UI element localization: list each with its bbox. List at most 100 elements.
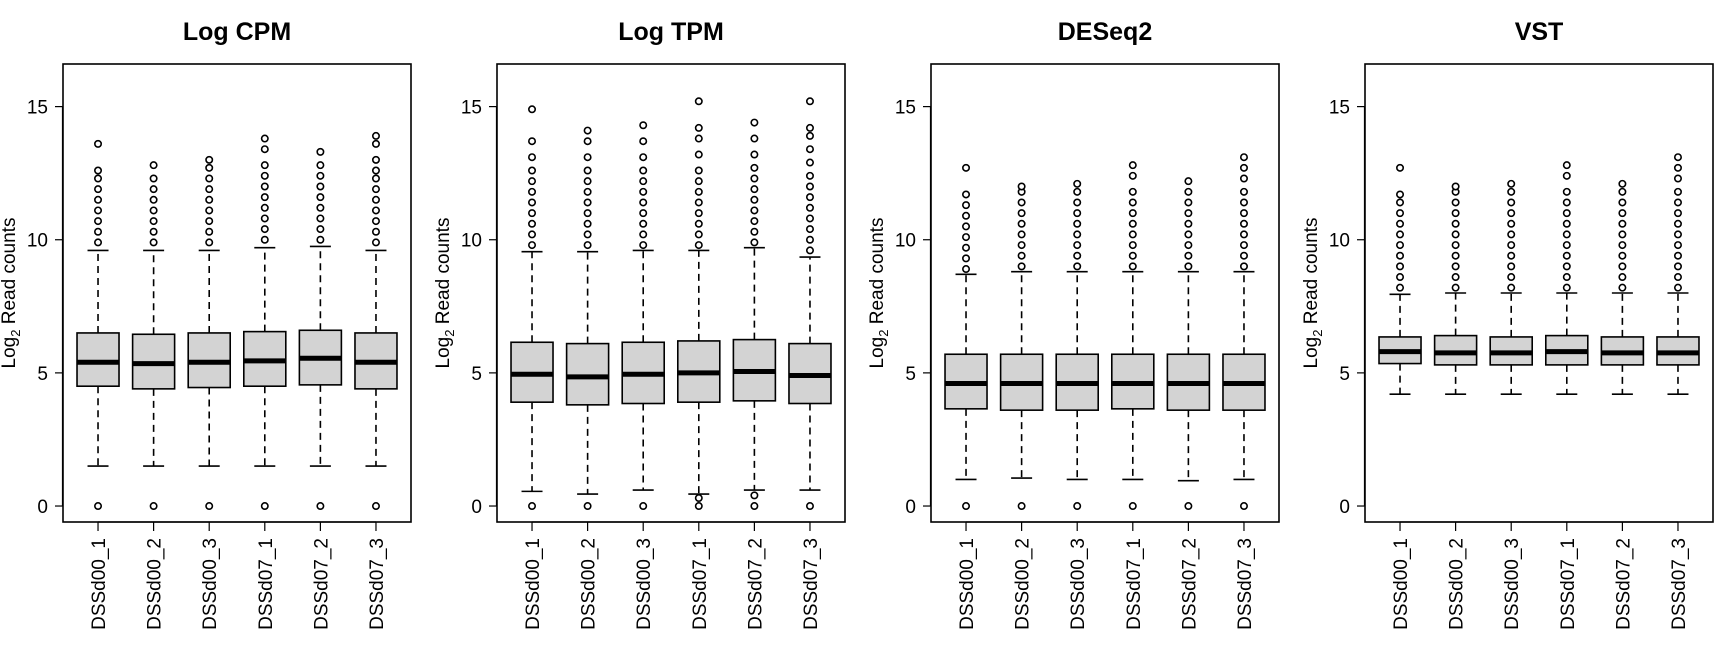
outlier-point <box>694 150 703 159</box>
x-tick-label: DSSd00_2 <box>145 538 166 630</box>
outlier-point <box>1562 187 1571 196</box>
outlier-point <box>1184 251 1193 260</box>
outlier-point <box>1184 198 1193 207</box>
outlier-point <box>750 491 759 500</box>
outlier-point <box>94 502 103 511</box>
x-tick-label: DSSd00_2 <box>1013 538 1034 630</box>
y-tick-label: 0 <box>471 497 482 518</box>
outlier-point <box>639 502 648 511</box>
outlier-point <box>962 265 971 274</box>
outlier-point <box>1618 283 1627 292</box>
outlier-point <box>1673 219 1682 228</box>
outlier-point <box>316 147 325 156</box>
outlier-point <box>1239 187 1248 196</box>
outlier-point <box>1618 241 1627 250</box>
outlier-point <box>1507 241 1516 250</box>
outlier-point <box>528 219 537 228</box>
outlier-point <box>805 182 814 191</box>
iqr-box <box>1433 334 1478 366</box>
outlier-point <box>694 123 703 132</box>
outlier-point <box>1017 262 1026 271</box>
outlier-point <box>583 198 592 207</box>
outlier-point <box>1073 262 1082 271</box>
outlier-point <box>316 171 325 180</box>
outlier-point <box>149 195 158 204</box>
outlier-point <box>1128 251 1137 260</box>
x-tick-label: DSSd00_3 <box>200 538 221 630</box>
outlier-point <box>1073 209 1082 218</box>
outlier-point <box>1562 209 1571 218</box>
outlier-point <box>1562 283 1571 292</box>
outlier-point <box>750 217 759 226</box>
outlier-point <box>694 502 703 511</box>
outlier-point <box>371 174 380 183</box>
outlier-point <box>639 230 648 239</box>
outlier-point <box>1507 187 1516 196</box>
outlier-point <box>1507 230 1516 239</box>
outlier-point <box>962 222 971 231</box>
outlier-point <box>149 206 158 215</box>
outlier-point <box>1184 502 1193 511</box>
plot-frame <box>1364 63 1714 523</box>
y-axis-label: Log2 Read counts <box>1301 218 1325 369</box>
outlier-point <box>694 198 703 207</box>
outlier-point <box>260 193 269 202</box>
box-DSSd00_2 <box>131 161 176 511</box>
outlier-point <box>260 502 269 511</box>
outlier-point <box>694 241 703 250</box>
box-DSSd07_3 <box>354 131 398 511</box>
outlier-point <box>371 206 380 215</box>
outlier-point <box>694 219 703 228</box>
outlier-point <box>316 182 325 191</box>
outlier-point <box>1239 219 1248 228</box>
box-DSSd07_1 <box>676 97 721 511</box>
y-axis-label: Log2 Read counts <box>0 218 23 369</box>
y-tick-label: 0 <box>905 497 916 518</box>
outlier-point <box>1396 283 1405 292</box>
x-tick-label: DSSd07_2 <box>1179 538 1200 630</box>
outlier-point <box>316 225 325 234</box>
box-DSSd00_3 <box>1055 179 1100 511</box>
outlier-point <box>750 134 759 143</box>
outlier-point <box>149 227 158 236</box>
outlier-point <box>639 219 648 228</box>
outlier-point <box>1507 219 1516 228</box>
outlier-point <box>371 217 380 226</box>
outlier-point <box>316 203 325 212</box>
x-tick-label: DSSd00_1 <box>957 538 978 630</box>
x-tick-label: DSSd00_3 <box>634 538 655 630</box>
outlier-point <box>694 209 703 218</box>
outlier-point <box>962 233 971 242</box>
outlier-point <box>805 502 814 511</box>
outlier-point <box>260 145 269 154</box>
outlier-point <box>1239 230 1248 239</box>
outlier-point <box>1673 241 1682 250</box>
outlier-point <box>528 241 537 250</box>
outlier-point <box>1073 502 1082 511</box>
outlier-point <box>1673 187 1682 196</box>
outlier-point <box>1396 190 1405 199</box>
outlier-point <box>1239 153 1248 162</box>
outlier-point <box>149 161 158 170</box>
outlier-point <box>750 206 759 215</box>
outlier-point <box>371 195 380 204</box>
outlier-point <box>1017 182 1026 191</box>
panel-4: VST 0 5 10 15 Log2 Read counts DSSd00_1 DSSd00_… <box>1301 18 1714 630</box>
outlier-point <box>583 241 592 250</box>
outlier-point <box>149 238 158 247</box>
outlier-point <box>1562 171 1571 180</box>
outlier-point <box>805 131 814 140</box>
outlier-point <box>1396 241 1405 250</box>
outlier-point <box>1451 283 1460 292</box>
outlier-point <box>371 131 380 140</box>
outlier-point <box>205 155 214 164</box>
outlier-point <box>805 246 814 255</box>
x-tick-label: DSSd07_2 <box>1613 538 1634 630</box>
box-DSSd07_1 <box>1544 161 1589 395</box>
y-tick-label: 15 <box>27 98 48 119</box>
box-DSSd00_2 <box>1433 182 1478 395</box>
outlier-point <box>1562 219 1571 228</box>
outlier-point <box>1618 198 1627 207</box>
x-tick-label: DSSd00_3 <box>1502 538 1523 630</box>
y-tick-label: 15 <box>461 98 482 119</box>
